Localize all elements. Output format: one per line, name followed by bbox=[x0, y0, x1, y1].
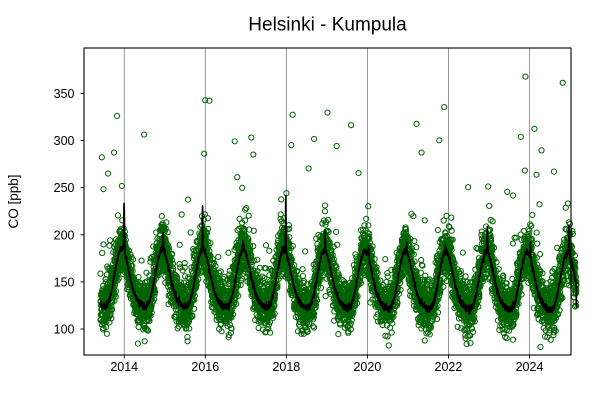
svg-text:2014: 2014 bbox=[110, 360, 138, 374]
svg-text:2020: 2020 bbox=[353, 360, 381, 374]
svg-text:Helsinki - Kumpula: Helsinki - Kumpula bbox=[248, 15, 407, 36]
svg-text:2016: 2016 bbox=[191, 360, 219, 374]
svg-text:150: 150 bbox=[54, 275, 75, 289]
svg-text:300: 300 bbox=[54, 134, 75, 148]
svg-text:200: 200 bbox=[54, 228, 75, 242]
svg-text:250: 250 bbox=[54, 181, 75, 195]
svg-text:2024: 2024 bbox=[516, 360, 544, 374]
svg-text:100: 100 bbox=[54, 323, 75, 337]
svg-text:350: 350 bbox=[54, 87, 75, 101]
svg-text:2018: 2018 bbox=[272, 360, 300, 374]
svg-text:CO [ppb]: CO [ppb] bbox=[6, 174, 21, 228]
svg-text:2022: 2022 bbox=[435, 360, 463, 374]
